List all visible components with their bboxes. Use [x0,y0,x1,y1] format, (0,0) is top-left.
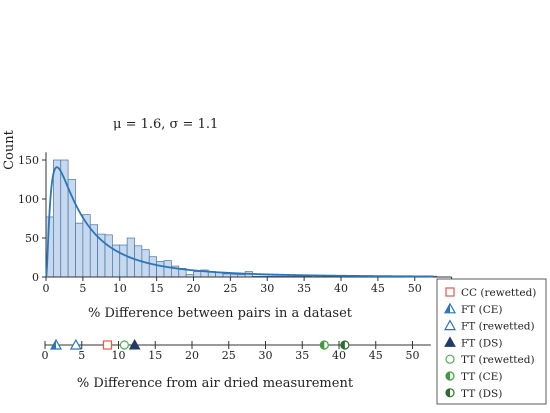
strip-x-tick-label: 15 [148,349,162,362]
strip-x-tick-label: 40 [332,349,346,362]
histogram-x-tick-label: 25 [223,282,237,295]
histogram-x-tick-label: 10 [113,282,127,295]
marker-shape [445,287,455,297]
legend-label: FT (DS) [461,337,502,349]
marker-shape [443,319,457,331]
marker-fill [340,341,345,349]
legend: CC (rewetted) FT (CE) FT (rewetted) FT (DS)… [436,278,547,405]
marker-shape [445,354,455,364]
histogram-bar [119,244,128,278]
legend-marker [444,336,456,347]
strip-x-tick-label: 0 [42,349,49,362]
legend-marker [445,371,455,381]
marker-shape [128,338,141,350]
strip-point [340,340,350,350]
strip-point [50,338,63,350]
histogram-y-tick-label: 50 [25,232,39,245]
legend-label: TT (DS) [461,388,502,400]
histogram-x-tick-label: 5 [79,282,86,295]
histogram-x-axis-title: % Difference between pairs in a dataset [88,306,353,321]
histogram-x-tick-label: 15 [150,282,164,295]
fitted-lognormal-curve [45,166,434,278]
marker-shape [119,340,129,350]
strip-x-tick-label: 10 [112,349,126,362]
histogram-bar [75,222,84,278]
strip-point [69,338,82,350]
legend-marker [445,287,455,297]
strip-x-tick-label: 25 [222,349,236,362]
strip-point [319,340,329,350]
marker-shape [69,338,82,350]
histogram-x-tick-label: 45 [371,282,385,295]
histogram-bar [156,261,165,278]
strip-x-tick-label: 30 [259,349,273,362]
legend-marker [443,319,457,331]
legend-marker [445,388,455,398]
strip-x-tick-label: 5 [78,349,85,362]
strip-x-axis-title: % Difference from air dried measurement [77,376,354,391]
strip-x-tick-label: 35 [295,349,309,362]
marker-fill [446,372,450,380]
histogram-bar [193,271,202,278]
histogram-bar [104,234,113,278]
strip-x-tick-label: 45 [369,349,383,362]
histogram-y-tick-label: 150 [18,154,39,167]
strip-point [119,340,129,350]
marker-shape [102,340,113,350]
strip-x-tick-label: 50 [406,349,420,362]
histogram-y-tick-label: 0 [32,271,39,284]
legend-label: TT (rewetted) [461,354,535,366]
legend-marker [443,302,457,314]
histogram-x-tick-label: 35 [297,282,311,295]
strip-point [128,338,141,350]
strip-x-tick-label: 20 [185,349,199,362]
histogram-x-tick-label: 50 [408,282,422,295]
legend-box [436,278,547,405]
legend-label: CC (rewetted) [461,287,536,299]
legend-label: FT (rewetted) [461,321,535,333]
strip-plot: 0510152025303540455055 [42,338,456,362]
histogram-bar [53,159,62,278]
strip-point [102,340,113,350]
fit-annotation: μ = 1.6, σ = 1.1 [113,117,218,132]
legend-marker [445,354,455,364]
histogram-plot: 0510152025303540455055050100150 [18,152,459,295]
histogram-x-tick-label: 30 [260,282,274,295]
legend-label: TT (CE) [461,371,502,383]
marker-fill [51,340,57,349]
histogram-x-tick-label: 40 [334,282,348,295]
marker-shape [444,336,456,347]
marker-fill [446,388,450,397]
histogram-x-tick-label: 20 [187,282,201,295]
histogram-bar [163,260,172,278]
marker-fill [320,341,325,349]
legend-label: FT (CE) [461,304,503,316]
histogram-bar [148,256,157,278]
histogram-x-tick-label: 0 [43,282,50,295]
marker-fill [445,303,450,313]
histogram-y-tick-label: 100 [18,193,39,206]
histogram-y-axis-title: Count [2,129,17,170]
